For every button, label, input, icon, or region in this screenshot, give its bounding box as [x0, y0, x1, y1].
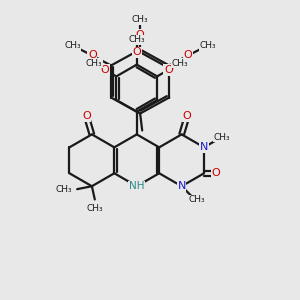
- Text: CH₃: CH₃: [188, 195, 205, 204]
- Text: O: O: [183, 111, 191, 121]
- Text: CH₃: CH₃: [171, 59, 188, 68]
- Text: CH₃: CH₃: [55, 185, 72, 194]
- Text: NH: NH: [129, 181, 145, 191]
- Text: O: O: [184, 50, 192, 61]
- Text: O: O: [212, 168, 220, 178]
- Text: CH₃: CH₃: [64, 41, 81, 50]
- Text: CH₃: CH₃: [132, 15, 148, 24]
- Text: CH₃: CH₃: [213, 133, 230, 142]
- Text: CH₃: CH₃: [200, 41, 216, 50]
- Text: O: O: [132, 47, 141, 57]
- Text: O: O: [136, 29, 145, 40]
- Text: N: N: [200, 142, 208, 152]
- Text: N: N: [177, 181, 186, 191]
- Text: CH₃: CH₃: [128, 35, 145, 44]
- Text: O: O: [164, 65, 173, 75]
- Text: O: O: [82, 111, 91, 121]
- Text: O: O: [88, 50, 97, 61]
- Text: CH₃: CH₃: [86, 204, 103, 213]
- Text: O: O: [101, 65, 110, 75]
- Text: CH₃: CH₃: [85, 59, 102, 68]
